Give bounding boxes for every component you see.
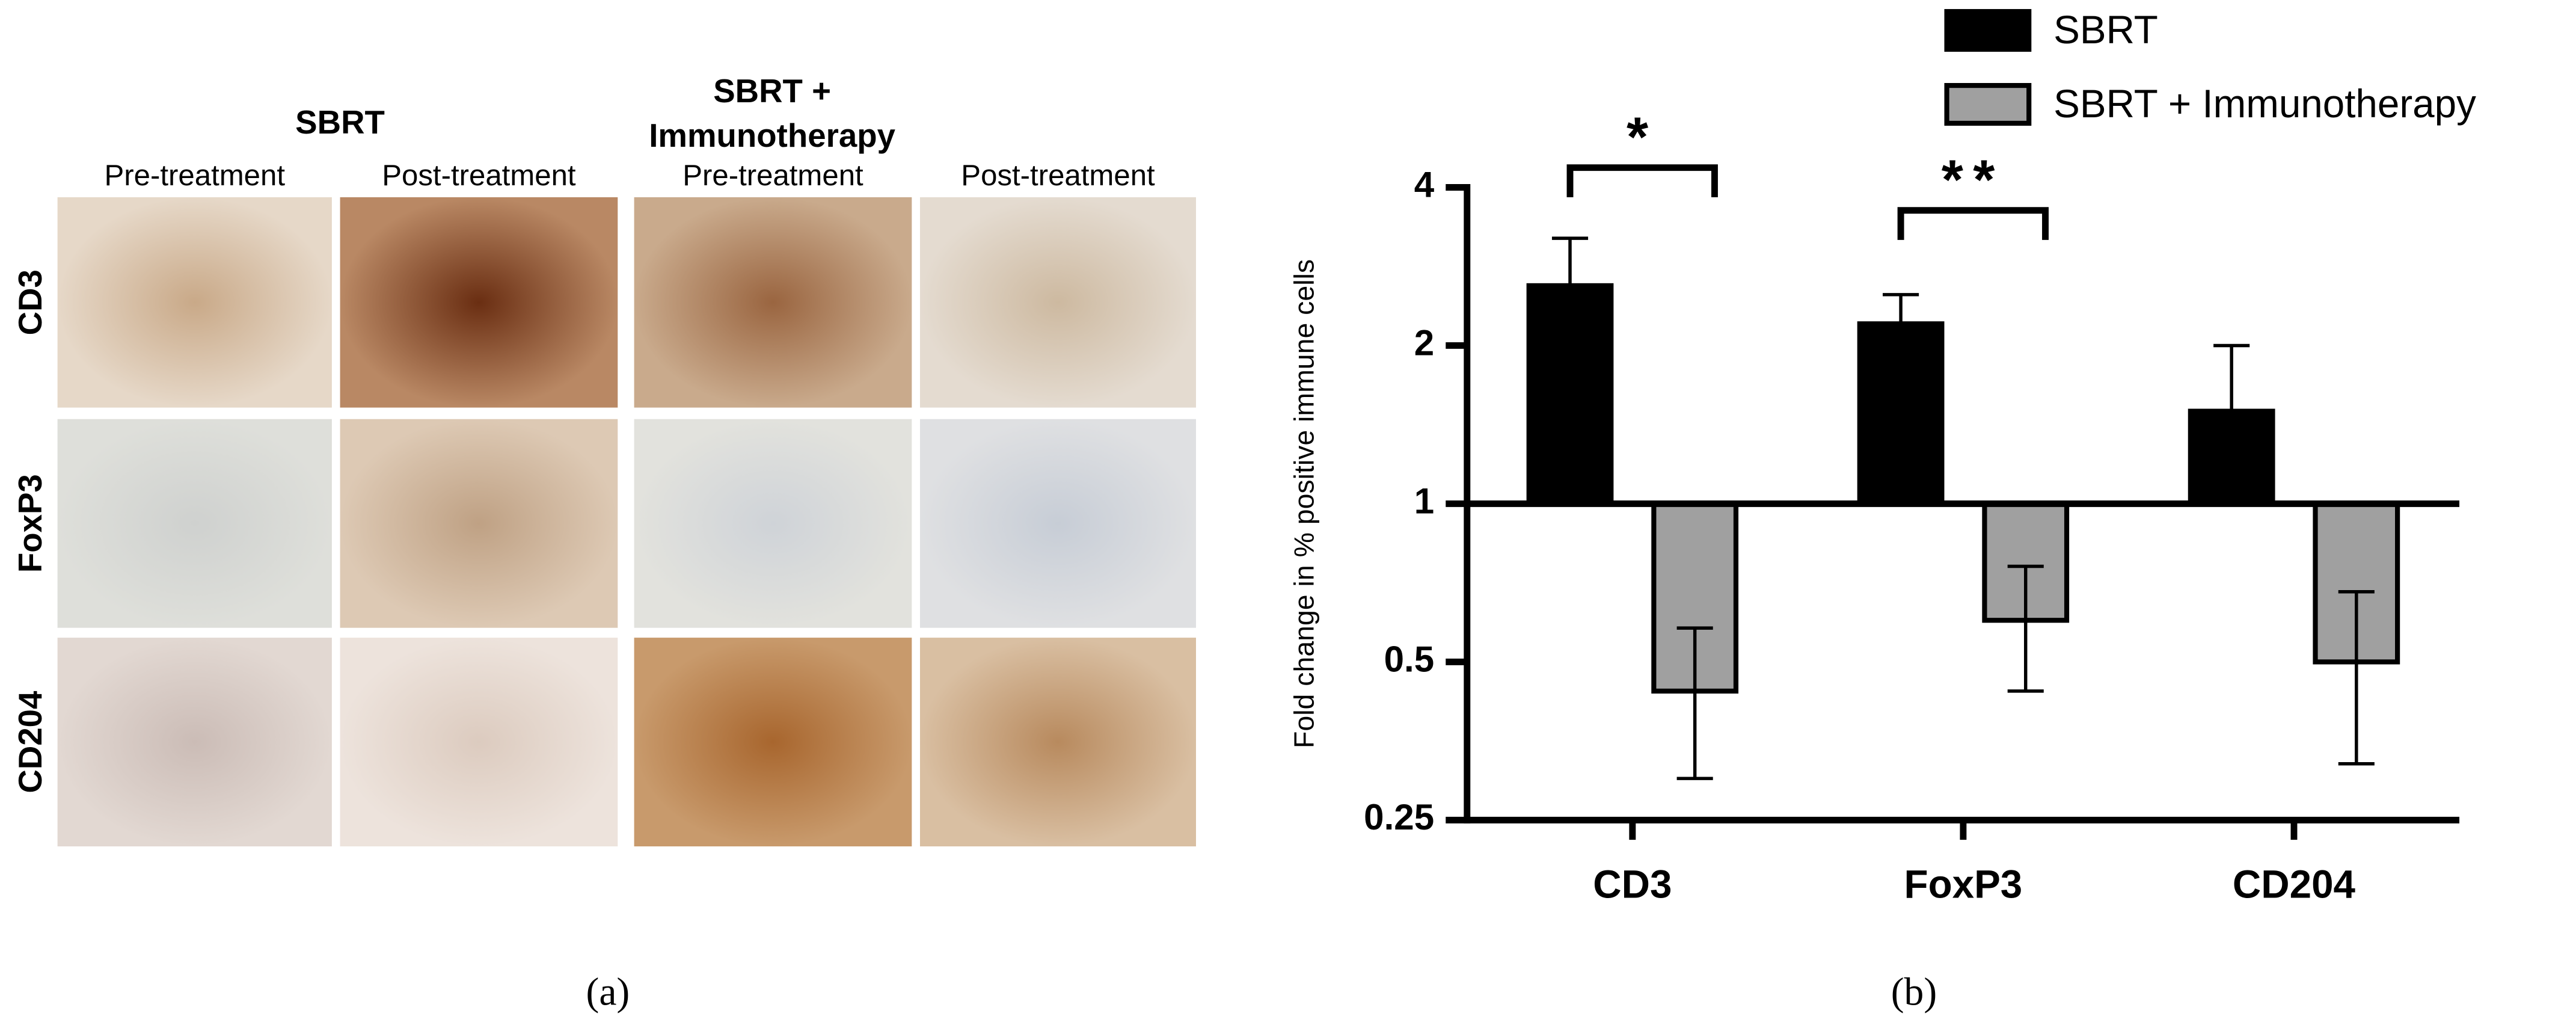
micrograph (634, 419, 912, 628)
legend-swatch (1944, 82, 2032, 126)
y-tick-label: 4 (1414, 164, 1435, 205)
micrograph (340, 197, 618, 408)
group-title: SBRT (295, 104, 385, 141)
column-label: Post-treatment (382, 159, 576, 192)
legend-label: SBRT + Immunotherapy (2053, 82, 2476, 126)
error-bar (1883, 293, 1919, 357)
legend-label: SBRT (2053, 8, 2158, 52)
error-bar (2007, 564, 2044, 693)
micrograph (920, 197, 1196, 408)
micrograph (920, 638, 1196, 847)
x-tick-label: FoxP3 (1904, 863, 2023, 906)
column-label: Post-treatment (961, 159, 1155, 192)
error-bar (1551, 236, 1589, 346)
y-tick-label: 2 (1414, 322, 1434, 363)
row-label: CD3 (12, 269, 49, 335)
significance-bracket (1897, 207, 2049, 240)
micrograph (57, 638, 332, 847)
y-axis-label: Fold change in % positive immune cells (1288, 259, 1319, 748)
micrograph (920, 419, 1196, 628)
x-tick-label: CD3 (1593, 863, 1672, 906)
micrograph (340, 638, 618, 847)
micrograph (340, 419, 618, 628)
row-label: CD204 (12, 691, 49, 793)
micrograph (634, 638, 912, 847)
y-tick-label: 1 (1414, 481, 1434, 521)
x-tick-label: CD204 (2233, 863, 2356, 906)
error-bar (2338, 590, 2375, 766)
panel-a: SBRT SBRT + Immunotherapy Pre-treatment Post… (12, 73, 1196, 1014)
legend-swatch (1944, 9, 2032, 52)
error-bar (2213, 343, 2250, 504)
micrograph (57, 197, 332, 408)
column-label: Pre-treatment (105, 159, 286, 192)
panel-caption: (b) (1891, 971, 1937, 1014)
row-label: FoxP3 (12, 474, 49, 573)
significance-bracket (1566, 164, 1718, 197)
y-tick-label: 0.5 (1384, 639, 1435, 679)
group-title: SBRT + (713, 73, 831, 109)
micrograph (57, 419, 332, 628)
group-title: Immunotherapy (649, 117, 895, 154)
column-label: Pre-treatment (682, 159, 863, 192)
error-bar (1676, 626, 1713, 780)
y-tick-label: 0.25 (1364, 797, 1434, 837)
micrograph (634, 197, 912, 408)
panel-caption: (a) (586, 971, 630, 1014)
significance-label: * (1627, 106, 1658, 168)
significance-label: ** (1942, 149, 2005, 211)
panel-b: 0.25 0.5 1 2 4 Fold change in % positive immu… (1288, 8, 2476, 1014)
